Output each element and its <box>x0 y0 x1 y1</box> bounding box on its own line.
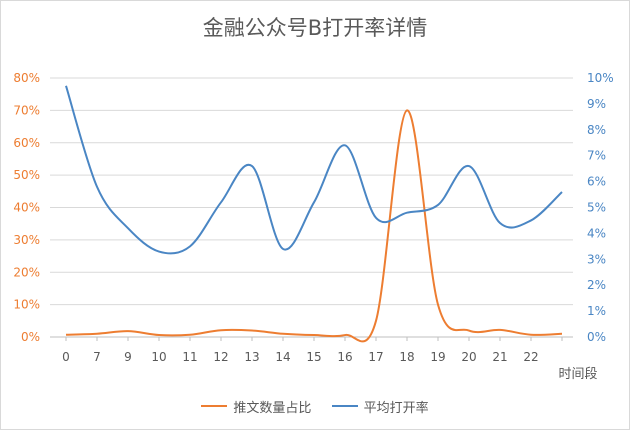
x-tick-label: 19 <box>430 350 445 364</box>
y-right-tick-label: 9% <box>587 97 606 111</box>
legend-label: 推文数量占比 <box>233 400 312 416</box>
y-right-tick-label: 1% <box>587 304 606 318</box>
y-left-tick-label: 70% <box>13 103 40 117</box>
legend-item-tweet-share: 推文数量占比 <box>201 397 311 416</box>
y-left-tick-label: 40% <box>13 201 40 215</box>
legend-item-open-rate: 平均打开率 <box>331 397 429 416</box>
x-tick-label: 13 <box>244 350 259 364</box>
legend-swatch-orange <box>201 405 228 407</box>
x-tick-label: 22 <box>523 350 538 364</box>
x-tick-label: 0 <box>62 350 70 364</box>
x-axis-label: 时间段 <box>558 367 597 382</box>
x-tick-label: 10 <box>151 350 166 364</box>
x-tick-label: 18 <box>399 350 414 364</box>
x-tick-label: 11 <box>182 350 197 364</box>
series-line-open-rate <box>65 85 563 255</box>
x-tick-label: 14 <box>275 350 290 364</box>
x-tick-label: 20 <box>461 350 476 364</box>
y-right-tick-label: 2% <box>587 278 606 292</box>
y-left-tick-label: 50% <box>13 168 40 182</box>
x-tick-label: 16 <box>337 350 352 364</box>
legend: 推文数量占比 平均打开率 <box>0 396 630 416</box>
y-left-tick-label: 60% <box>13 136 40 150</box>
legend-label: 平均打开率 <box>363 400 429 416</box>
y-right-tick-label: 4% <box>587 226 606 240</box>
y-right-tick-label: 8% <box>587 123 606 137</box>
x-tick-label: 7 <box>93 350 101 364</box>
y-right-tick-label: 5% <box>587 201 606 215</box>
y-right-tick-label: 7% <box>587 149 606 163</box>
series-line-tweet-share <box>65 109 563 343</box>
y-left-tick-label: 10% <box>13 298 40 312</box>
x-tick-label: 12 <box>213 350 228 364</box>
y-left-tick-label: 30% <box>13 233 40 247</box>
legend-swatch-blue <box>331 405 358 407</box>
y-right-tick-label: 10% <box>587 71 614 85</box>
y-left-tick-label: 0% <box>21 330 40 344</box>
y-right-tick-label: 3% <box>587 252 606 266</box>
y-left-tick-label: 20% <box>13 265 40 279</box>
chart-title: 金融公众号B打开率详情 <box>202 16 428 40</box>
y-right-tick-label: 0% <box>587 330 606 344</box>
y-left-tick-label: 80% <box>13 71 40 85</box>
x-tick-label: 21 <box>492 350 507 364</box>
x-tick-label: 9 <box>124 350 132 364</box>
y-right-tick-label: 6% <box>587 175 606 189</box>
x-tick-label: 15 <box>306 350 321 364</box>
x-tick-label: 17 <box>368 350 383 364</box>
